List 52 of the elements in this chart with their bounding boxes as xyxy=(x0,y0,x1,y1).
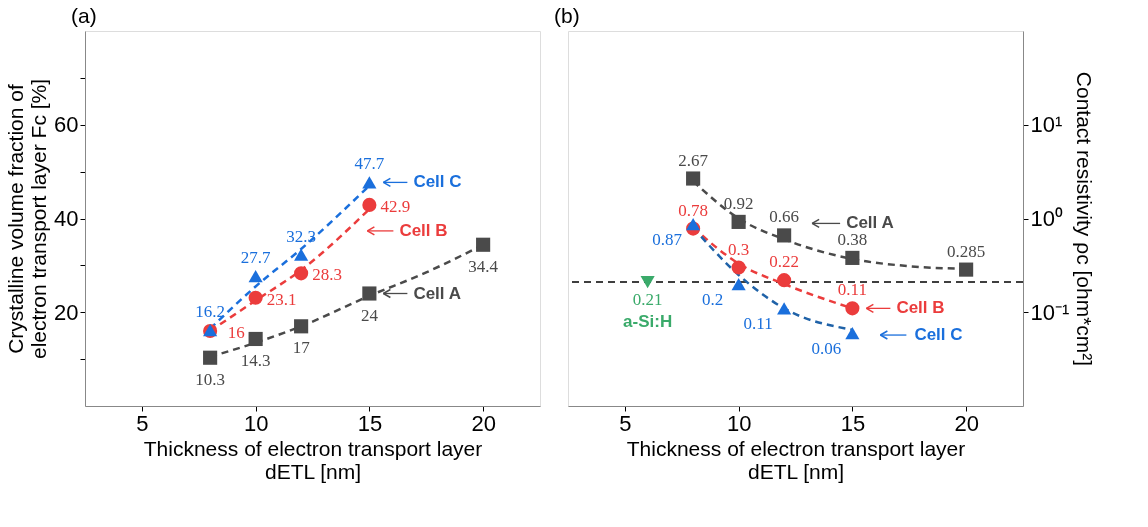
data-label: 28.3 xyxy=(312,265,342,285)
data-label: 32.3 xyxy=(286,226,316,246)
data-label: 0.78 xyxy=(678,200,708,220)
y2-axis-title: Contact resistivity ρc [ohm*cm²] xyxy=(1073,71,1097,367)
x-tick-label: 10 xyxy=(243,410,269,436)
data-label: 0.11 xyxy=(743,314,773,334)
x-axis-title: Thickness of electron transport layer dETL [nm] xyxy=(626,436,966,483)
data-label: 24 xyxy=(360,305,379,325)
data-label: 16.2 xyxy=(195,302,225,322)
data-label: 17 xyxy=(292,338,311,358)
data-label: 10.3 xyxy=(195,369,225,389)
legend-label: Cell B xyxy=(896,298,945,318)
legend-label: Cell B xyxy=(399,220,448,240)
data-label: 0.92 xyxy=(723,193,754,213)
x-tick-label: 20 xyxy=(471,410,496,436)
data-label: 27.7 xyxy=(240,248,271,268)
data-label: 0.2 xyxy=(702,290,724,310)
data-label: 0.22 xyxy=(769,252,799,272)
data-label: 42.9 xyxy=(380,196,411,216)
chart-title: (a) xyxy=(71,4,97,27)
legend-label: Cell C xyxy=(413,172,462,192)
x-axis-title: Thickness of electron transport layer dETL [nm] xyxy=(143,436,483,483)
x-tick-label: 5 xyxy=(619,410,632,436)
data-label: 14.3 xyxy=(240,350,271,370)
data-label: 0.21 xyxy=(632,290,663,310)
x-tick-label: 15 xyxy=(840,410,866,436)
legend-label: Cell A xyxy=(413,283,461,303)
x-tick-label: 5 xyxy=(136,410,149,436)
data-label: 0.66 xyxy=(769,207,799,227)
data-label: 0.3 xyxy=(728,239,750,259)
y-tick-label: 60 xyxy=(54,112,79,138)
data-label: 34.4 xyxy=(468,256,499,276)
data-label: 2.67 xyxy=(678,150,709,170)
data-label: 0.06 xyxy=(811,339,842,359)
y-axis-title: Crystalline volume fraction of electron transport layer Fc [%] xyxy=(4,78,51,360)
data-label: 23.1 xyxy=(266,289,297,309)
legend-label: Cell C xyxy=(914,325,963,345)
series-label: a-Si:H xyxy=(623,312,673,332)
data-label: 0.11 xyxy=(837,280,867,300)
x-tick-label: 15 xyxy=(357,410,383,436)
data-label: 0.87 xyxy=(652,230,683,250)
y2-tick-label: 10⁰ xyxy=(1030,206,1063,231)
y2-tick-label: 10⁻¹ xyxy=(1030,299,1070,325)
data-label: 16 xyxy=(227,323,245,342)
x-tick-label: 10 xyxy=(726,410,752,436)
chart-title: (b) xyxy=(554,4,580,27)
data-label: 0.285 xyxy=(947,241,986,261)
y-tick-label: 20 xyxy=(54,299,79,325)
x-tick-label: 20 xyxy=(954,410,979,436)
data-label: 47.7 xyxy=(354,154,385,174)
y2-tick-label: 10¹ xyxy=(1030,112,1063,138)
y-tick-label: 40 xyxy=(54,206,79,231)
